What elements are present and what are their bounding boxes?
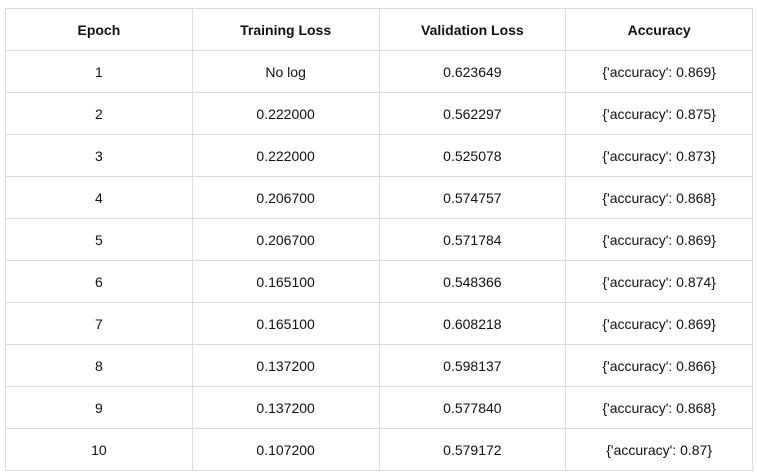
table-cell: 0.571784: [378, 218, 567, 261]
table-row: 4 0.206700 0.574757 {'accuracy': 0.868}: [5, 176, 753, 219]
header-row: Epoch Training Loss Validation Loss Accurac…: [5, 8, 753, 51]
table-cell: 9: [5, 386, 193, 429]
results-table: Epoch Training Loss Validation Loss Accurac…: [5, 8, 753, 471]
table-cell: 0.165100: [191, 302, 380, 345]
table-cell: 0.222000: [191, 92, 380, 135]
table-cell: 0.206700: [191, 218, 380, 261]
table-cell: 0.137200: [191, 344, 380, 387]
table-cell: {'accuracy': 0.866}: [565, 344, 753, 387]
table-cell: 0.562297: [378, 92, 567, 135]
header-cell: Accuracy: [565, 8, 753, 51]
table-cell: {'accuracy': 0.869}: [565, 218, 753, 261]
table-body: 1 No log 0.623649 {'accuracy': 0.869} 2 0.222…: [5, 50, 753, 471]
table-cell: 3: [5, 134, 193, 177]
table-row: 6 0.165100 0.548366 {'accuracy': 0.874}: [5, 260, 753, 303]
table-cell: 10: [5, 428, 193, 471]
header-cell: Training Loss: [191, 8, 380, 51]
table-cell: 7: [5, 302, 193, 345]
table-row: 2 0.222000 0.562297 {'accuracy': 0.875}: [5, 92, 753, 135]
table-cell: 2: [5, 92, 193, 135]
table-cell: {'accuracy': 0.868}: [565, 386, 753, 429]
table-row: 10 0.107200 0.579172 {'accuracy': 0.87}: [5, 428, 753, 471]
table-cell: 0.107200: [191, 428, 380, 471]
table-container: Epoch Training Loss Validation Loss Accurac…: [5, 8, 753, 471]
table-row: 7 0.165100 0.608218 {'accuracy': 0.869}: [5, 302, 753, 345]
table-row: 9 0.137200 0.577840 {'accuracy': 0.868}: [5, 386, 753, 429]
table-cell: {'accuracy': 0.87}: [565, 428, 753, 471]
table-row: 5 0.206700 0.571784 {'accuracy': 0.869}: [5, 218, 753, 261]
table-cell: {'accuracy': 0.873}: [565, 134, 753, 177]
table-cell: 0.525078: [378, 134, 567, 177]
table-cell: {'accuracy': 0.869}: [565, 50, 753, 93]
table-cell: 0.548366: [378, 260, 567, 303]
table-cell: 0.137200: [191, 386, 380, 429]
table-cell: 0.574757: [378, 176, 567, 219]
table-cell: 0.206700: [191, 176, 380, 219]
table-cell: {'accuracy': 0.875}: [565, 92, 753, 135]
header-cell: Validation Loss: [378, 8, 567, 51]
header-cell: Epoch: [5, 8, 193, 51]
table-cell: 0.579172: [378, 428, 567, 471]
table-cell: {'accuracy': 0.869}: [565, 302, 753, 345]
table-cell: 6: [5, 260, 193, 303]
table-cell: {'accuracy': 0.868}: [565, 176, 753, 219]
table-row: 1 No log 0.623649 {'accuracy': 0.869}: [5, 50, 753, 93]
table-cell: No log: [191, 50, 380, 93]
table-cell: 0.222000: [191, 134, 380, 177]
table-cell: 0.165100: [191, 260, 380, 303]
table-cell: 5: [5, 218, 193, 261]
table-cell: 0.623649: [378, 50, 567, 93]
table-cell: 0.598137: [378, 344, 567, 387]
table-cell: 4: [5, 176, 193, 219]
table-cell: {'accuracy': 0.874}: [565, 260, 753, 303]
table-cell: 8: [5, 344, 193, 387]
table-cell: 1: [5, 50, 193, 93]
table-cell: 0.608218: [378, 302, 567, 345]
table-row: 3 0.222000 0.525078 {'accuracy': 0.873}: [5, 134, 753, 177]
table-cell: 0.577840: [378, 386, 567, 429]
table-row: 8 0.137200 0.598137 {'accuracy': 0.866}: [5, 344, 753, 387]
